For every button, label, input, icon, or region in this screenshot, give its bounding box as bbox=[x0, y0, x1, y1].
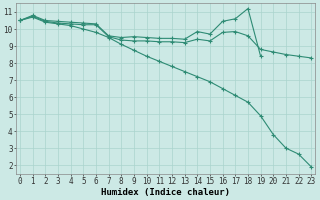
X-axis label: Humidex (Indice chaleur): Humidex (Indice chaleur) bbox=[101, 188, 230, 197]
